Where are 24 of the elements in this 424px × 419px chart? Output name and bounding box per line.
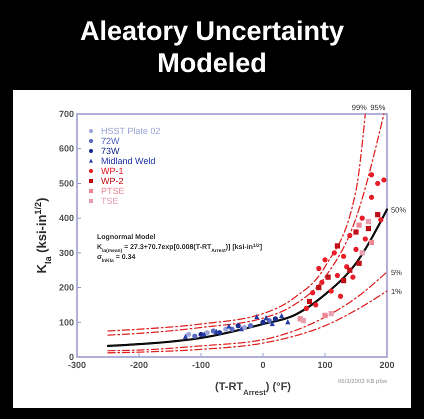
chart-title: Aleatory Uncertainty Modeled bbox=[80, 16, 344, 78]
x-tick-label: -300 bbox=[68, 360, 86, 370]
legend-label: WP-1 bbox=[101, 166, 124, 176]
x-tick-label: 0 bbox=[260, 360, 266, 370]
y-tick-label: 0 bbox=[68, 352, 74, 362]
y-tick-label: 400 bbox=[58, 213, 74, 224]
legend-label: HSST Plate 02 bbox=[101, 126, 160, 136]
x-tick-label: -200 bbox=[130, 360, 148, 370]
legend-label: Midland Weld bbox=[101, 156, 156, 166]
x-tick-label: 100 bbox=[317, 360, 333, 370]
x-tick-label: -100 bbox=[192, 360, 210, 370]
x-tick-label: 200 bbox=[379, 360, 395, 370]
y-tick-label: 600 bbox=[58, 144, 74, 154]
legend-label: 72W bbox=[101, 136, 120, 146]
x-axis-title: (T-RT$_{Arrest}$) (°F) bbox=[215, 381, 292, 396]
legend-label: PTSE bbox=[101, 186, 125, 196]
legend-label: WP-2 bbox=[101, 176, 124, 186]
y-tick-label: 200 bbox=[58, 282, 74, 293]
legend-label: TSE bbox=[101, 196, 119, 206]
y-tick-label: 100 bbox=[58, 317, 74, 328]
legend-label: 73W bbox=[101, 146, 120, 156]
y-tick-label: 300 bbox=[58, 248, 74, 258]
y-tick-label: 500 bbox=[58, 178, 74, 188]
y-tick-label: 700 bbox=[58, 109, 74, 119]
